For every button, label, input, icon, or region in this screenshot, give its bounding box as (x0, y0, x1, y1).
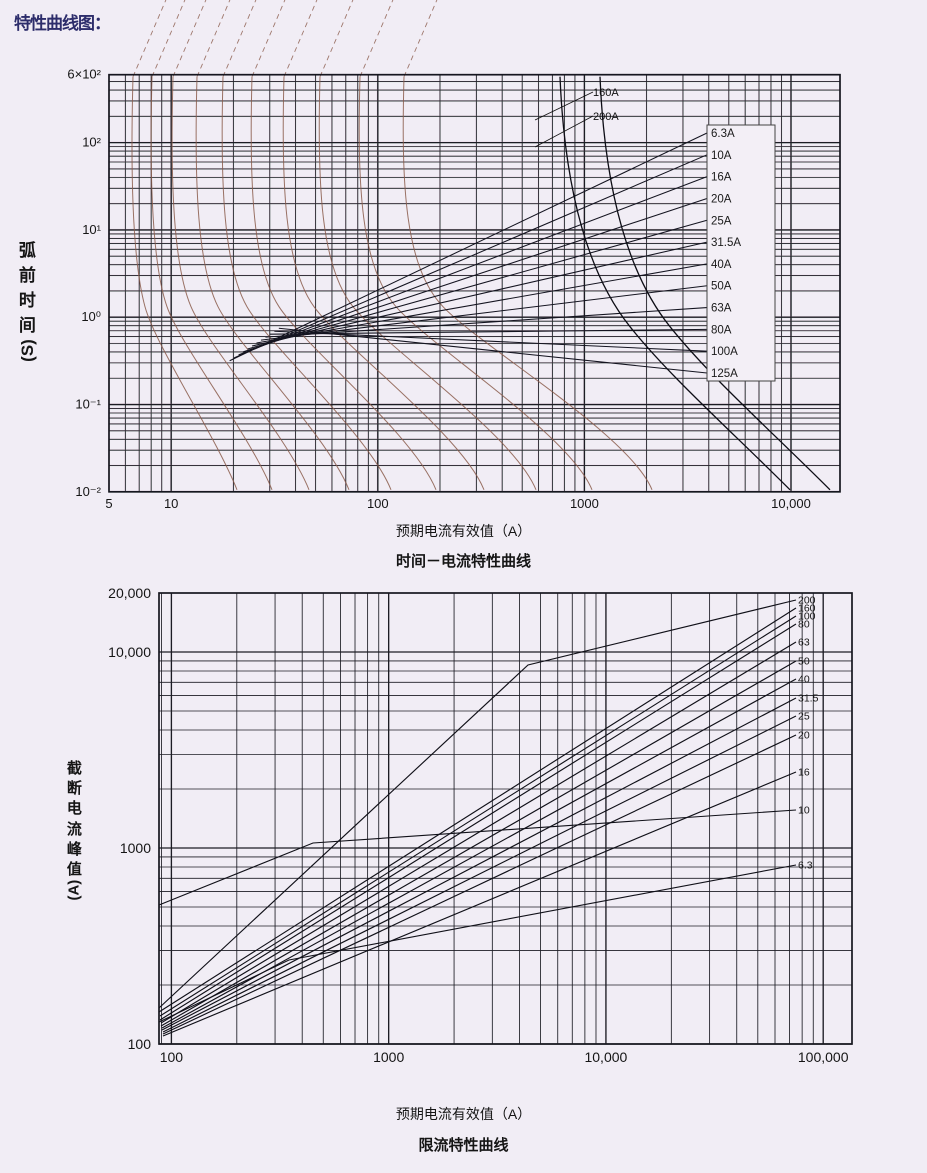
svg-text:10,000: 10,000 (771, 496, 811, 511)
svg-text:20: 20 (798, 730, 810, 742)
svg-text:80: 80 (798, 619, 810, 631)
svg-text:31.5: 31.5 (798, 693, 819, 705)
svg-text:10¹: 10¹ (82, 222, 101, 237)
svg-text:100,000: 100,000 (798, 1049, 849, 1065)
svg-text:25A: 25A (711, 215, 732, 227)
svg-text:10⁰: 10⁰ (81, 309, 101, 324)
svg-text:10: 10 (798, 805, 810, 817)
svg-text:200A: 200A (593, 111, 619, 123)
svg-text:6×10²: 6×10² (67, 67, 101, 82)
svg-text:31.5A: 31.5A (711, 237, 741, 249)
svg-text:16: 16 (798, 767, 810, 779)
svg-text:125A: 125A (711, 368, 738, 380)
svg-text:10,000: 10,000 (584, 1049, 627, 1065)
svg-text:50A: 50A (711, 281, 732, 293)
svg-text:20,000: 20,000 (108, 585, 151, 601)
svg-text:10,000: 10,000 (108, 644, 151, 660)
svg-text:10⁻¹: 10⁻¹ (75, 397, 101, 412)
svg-text:5: 5 (105, 496, 112, 511)
svg-text:1000: 1000 (120, 840, 151, 856)
svg-text:40: 40 (798, 674, 810, 686)
svg-text:100A: 100A (711, 346, 738, 358)
svg-text:160A: 160A (593, 87, 619, 99)
svg-text:63: 63 (798, 637, 810, 649)
svg-text:1000: 1000 (373, 1049, 404, 1065)
svg-text:6.3A: 6.3A (711, 128, 735, 140)
svg-text:100: 100 (160, 1049, 184, 1065)
svg-text:100: 100 (128, 1036, 152, 1052)
svg-text:10⁻²: 10⁻² (75, 484, 101, 499)
svg-text:100: 100 (367, 496, 389, 511)
svg-text:63A: 63A (711, 303, 732, 315)
svg-text:80A: 80A (711, 324, 732, 336)
svg-text:50: 50 (798, 656, 810, 668)
svg-text:25: 25 (798, 711, 810, 723)
svg-text:40A: 40A (711, 259, 732, 271)
svg-text:1000: 1000 (570, 496, 599, 511)
svg-text:16A: 16A (711, 172, 732, 184)
svg-text:10²: 10² (82, 135, 101, 150)
svg-text:20A: 20A (711, 194, 732, 206)
svg-text:10A: 10A (711, 150, 732, 162)
svg-text:10: 10 (164, 496, 178, 511)
svg-text:6.3: 6.3 (798, 860, 813, 872)
